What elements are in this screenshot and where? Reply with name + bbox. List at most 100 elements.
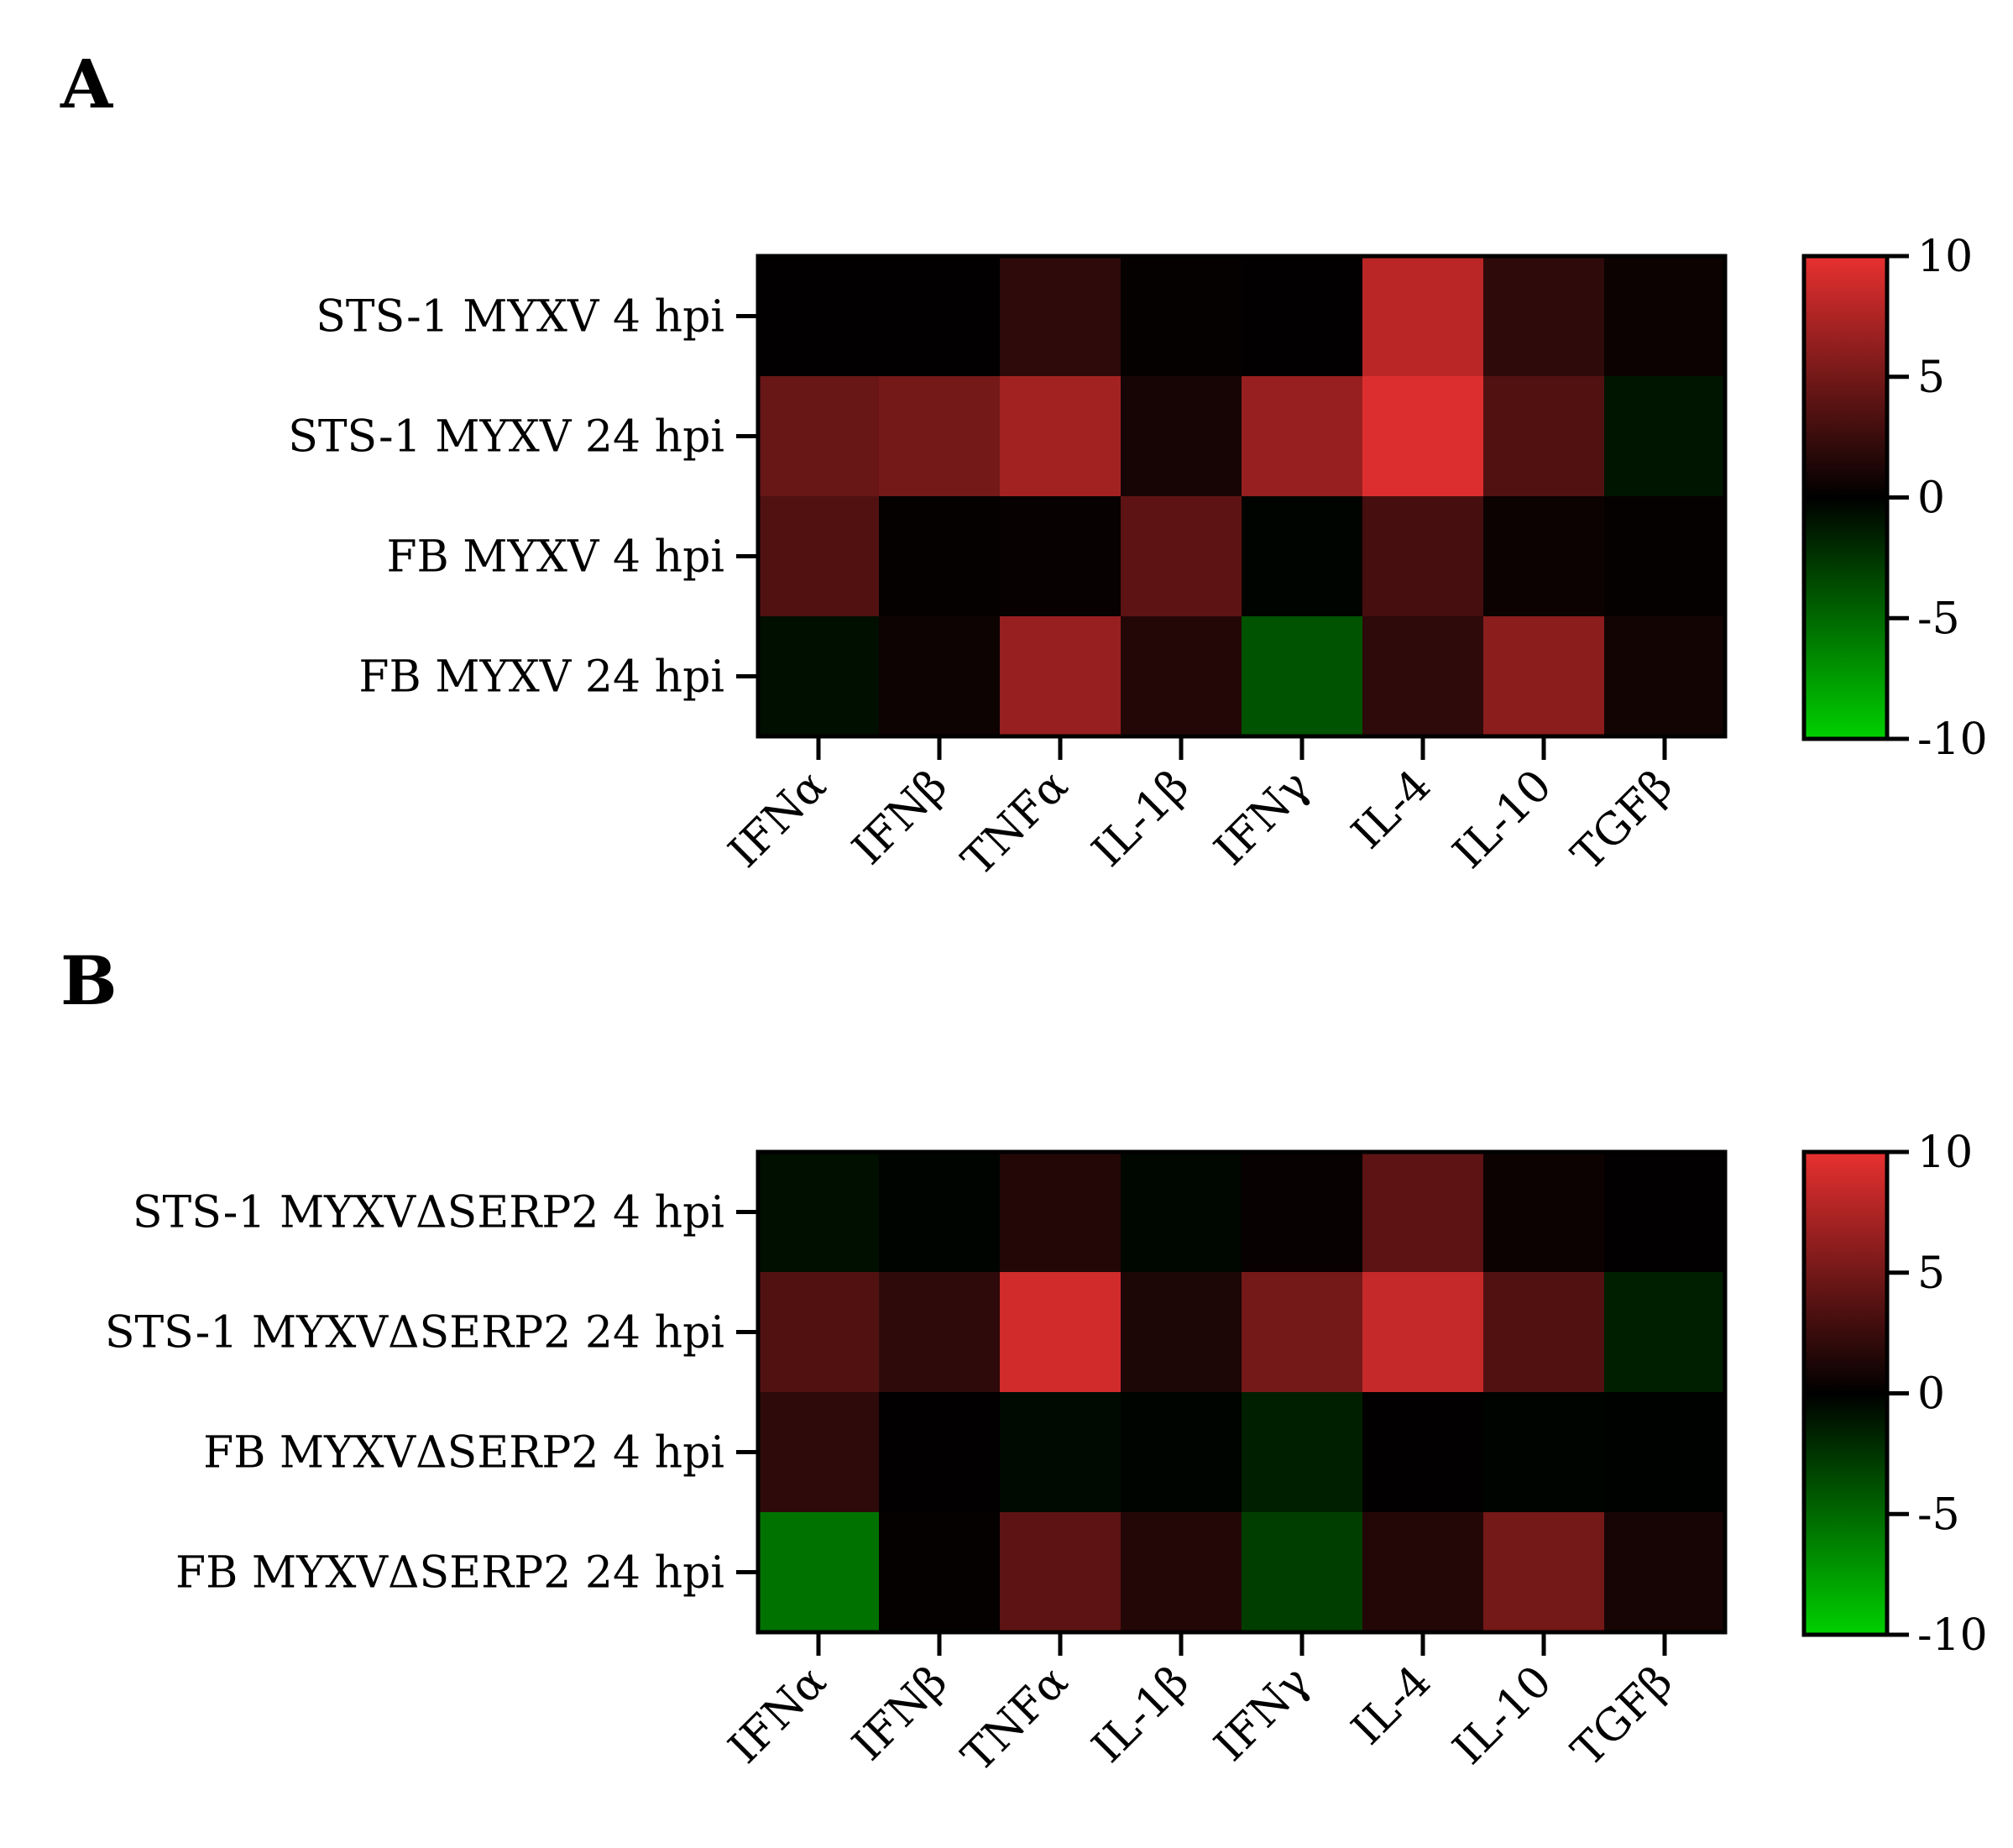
- colorbar-tick-label: -5: [1917, 1489, 1960, 1540]
- heatmap-cell: [1242, 1512, 1363, 1633]
- colorbar-tick-label: 0: [1917, 1369, 1945, 1420]
- heatmap-cell: [1242, 616, 1363, 737]
- heatmap-cell: [879, 1152, 1001, 1273]
- heatmap-cell: [1362, 1272, 1484, 1393]
- column-label: TGFβ: [1562, 761, 1682, 881]
- heatmap-cell: [1242, 1272, 1363, 1393]
- heatmap-cell: [879, 616, 1001, 737]
- heatmap-cell: [1000, 256, 1122, 377]
- heatmap-cell: [1362, 376, 1484, 497]
- heatmap-cell: [879, 1272, 1001, 1393]
- colorbar-tick-label: 5: [1917, 353, 1945, 403]
- heatmap-cell: [1000, 1512, 1122, 1633]
- colorbar-tick-label: -5: [1917, 594, 1960, 644]
- column-label: IFNβ: [843, 761, 957, 875]
- panel-b-label: B: [60, 941, 118, 1020]
- heatmap-cell: [758, 616, 880, 737]
- heatmap-cell: [879, 496, 1001, 617]
- heatmap-cell: [1121, 1272, 1242, 1393]
- colorbar: [1801, 254, 1890, 741]
- row-label: STS-1 MYXV 24 hpi: [288, 412, 724, 463]
- column-label: IL-10: [1444, 761, 1562, 879]
- column-label: TNFα: [953, 761, 1078, 886]
- heatmap-cell: [1362, 1392, 1484, 1513]
- row-label: FB MYXV 24 hpi: [358, 652, 724, 703]
- heatmap-cell: [1242, 496, 1363, 617]
- heatmap-cell: [758, 1512, 880, 1633]
- column-label: TGFβ: [1562, 1657, 1682, 1777]
- column-label: IL-4: [1342, 1657, 1440, 1755]
- heatmap-cell: [1000, 376, 1122, 497]
- heatmap-cell: [1121, 496, 1242, 617]
- row-label: STS-1 MYXVΔSERP2 4 hpi: [133, 1188, 724, 1238]
- heatmap-cell: [1604, 1512, 1726, 1633]
- row-label: FB MYXVΔSERP2 4 hpi: [203, 1428, 724, 1479]
- heatmap-cell: [758, 1152, 880, 1273]
- heatmap-cell: [1604, 256, 1726, 377]
- heatmap-cell: [879, 376, 1001, 497]
- colorbar-tick-label: 5: [1917, 1249, 1945, 1299]
- heatmap-cell: [1483, 616, 1605, 737]
- heatmap-cell: [1121, 256, 1242, 377]
- heatmap-cell: [1000, 1152, 1122, 1273]
- heatmap-cell: [1242, 376, 1363, 497]
- row-label: FB MYXV 4 hpi: [386, 532, 724, 583]
- column-label: IFNα: [719, 761, 836, 877]
- heatmap-cell: [1483, 376, 1605, 497]
- colorbar-tick-label: 10: [1917, 1128, 1973, 1178]
- heatmap-cell: [1362, 496, 1484, 617]
- heatmap-cell: [879, 1392, 1001, 1513]
- heatmap-cell: [758, 496, 880, 617]
- heatmap-cell: [1000, 1392, 1122, 1513]
- heatmap-cell: [758, 256, 880, 377]
- heatmap-frame: [756, 1149, 1728, 1635]
- heatmap-cell: [1121, 376, 1242, 497]
- row-label: FB MYXVΔSERP2 24 hpi: [175, 1548, 724, 1599]
- colorbar-tick-label: -10: [1917, 1610, 1988, 1661]
- colorbar-tick-label: -10: [1917, 715, 1988, 765]
- heatmap-b: STS-1 MYXVΔSERP2 4 hpi STS-1 MYXVΔSERP2 2…: [105, 1128, 1988, 1782]
- heatmap-cell: [1362, 256, 1484, 377]
- heatmap-cell: [1483, 1392, 1605, 1513]
- heatmap-cell: [758, 1272, 880, 1393]
- heatmap-cell: [1121, 1512, 1242, 1633]
- heatmap-cell: [1000, 1272, 1122, 1393]
- heatmap-cell: [1483, 1272, 1605, 1393]
- heatmap-cell: [1121, 1152, 1242, 1273]
- heatmap-cell: [1362, 616, 1484, 737]
- heatmap-cell: [1000, 616, 1122, 737]
- column-label: IL-1β: [1083, 1657, 1199, 1772]
- heatmap-cell: [758, 376, 880, 497]
- heatmap-cell: [1483, 1152, 1605, 1273]
- heatmap-cell: [1604, 1272, 1726, 1393]
- heatmap-cell: [1121, 616, 1242, 737]
- colorbar-tick-label: 10: [1917, 232, 1973, 282]
- column-label: IFNγ: [1205, 1657, 1320, 1772]
- heatmap-cell: [1604, 376, 1726, 497]
- heatmap-cell: [1483, 496, 1605, 617]
- column-label: IL-10: [1444, 1657, 1562, 1775]
- heatmap-cell: [1242, 256, 1363, 377]
- column-label: IFNγ: [1205, 761, 1320, 876]
- column-label: IL-4: [1342, 761, 1440, 859]
- heatmap-cell: [879, 256, 1001, 377]
- heatmap-a: STS-1 MYXV 4 hpi STS-1 MYXV 24 hpi FB MYXV…: [288, 232, 1988, 886]
- heatmap-cell: [1000, 496, 1122, 617]
- colorbar-tick-label: 0: [1917, 474, 1945, 524]
- heatmap-cell: [758, 1392, 880, 1513]
- heatmap-cell: [1604, 616, 1726, 737]
- colorbar: [1801, 1149, 1890, 1637]
- heatmap-cell: [879, 1512, 1001, 1633]
- heatmap-cell: [1604, 496, 1726, 617]
- heatmap-frame: [756, 254, 1728, 739]
- heatmap-cell: [1121, 1392, 1242, 1513]
- column-label: IFNα: [719, 1657, 836, 1773]
- heatmap-cell: [1242, 1152, 1363, 1273]
- column-label: TNFα: [953, 1657, 1078, 1782]
- heatmap-cell: [1604, 1392, 1726, 1513]
- column-label: IFNβ: [843, 1657, 957, 1771]
- row-label: STS-1 MYXV 4 hpi: [316, 292, 724, 343]
- column-label: IL-1β: [1083, 761, 1199, 877]
- heatmap-cell: [1242, 1392, 1363, 1513]
